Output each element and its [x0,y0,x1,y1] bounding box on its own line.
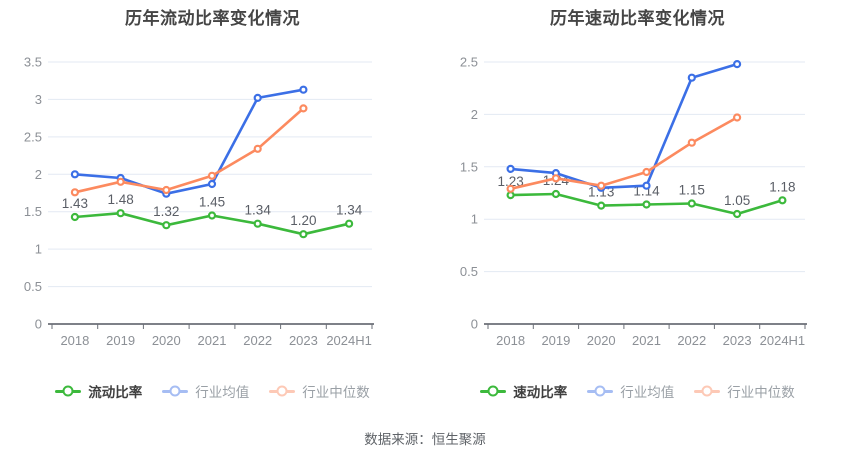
svg-text:1.23: 1.23 [497,174,523,189]
svg-text:1.05: 1.05 [724,193,750,208]
svg-text:2022: 2022 [243,333,272,348]
legend-label: 流动比率 [88,385,143,400]
line-circle-legend-icon [55,385,82,397]
svg-text:1.45: 1.45 [199,195,225,210]
svg-text:2023: 2023 [723,333,752,348]
legend-label: 行业中位数 [302,385,370,400]
svg-text:2019: 2019 [106,333,135,348]
svg-text:2018: 2018 [60,333,89,348]
svg-text:1.48: 1.48 [107,192,133,207]
svg-text:0.5: 0.5 [460,264,478,279]
svg-text:0: 0 [471,317,478,332]
svg-text:2: 2 [35,167,42,182]
svg-text:2: 2 [471,107,478,122]
svg-text:3.5: 3.5 [24,55,42,70]
line-circle-legend-icon [269,385,296,397]
svg-text:2024H1: 2024H1 [760,333,806,348]
svg-text:1.20: 1.20 [290,213,316,228]
legend-label: 行业均值 [195,385,250,400]
svg-text:2022: 2022 [677,333,706,348]
legend-item-current-ratio[interactable]: 流动比率 [55,381,142,401]
svg-text:0: 0 [35,317,42,332]
svg-text:0.5: 0.5 [24,279,42,294]
current-ratio-plot-area: 0 0.5 1 1.5 2 2.5 3 3.5 2018 2019 2020 2021 2022 2023… [24,55,374,348]
legend-label: 行业均值 [620,385,675,400]
line-circle-legend-icon [162,385,189,397]
legend-item-industry-mean[interactable]: 行业均值 [587,381,674,401]
legend: 速动比率 行业均值 行业中位数 [425,381,850,401]
svg-text:1: 1 [471,212,478,227]
legend-label: 行业中位数 [727,385,795,400]
current-ratio-chart: 历年流动比率变化情况 0 0.5 1 1.5 2 2.5 3 3.5 2018 2019 2020 2… [0,0,425,420]
svg-text:2019: 2019 [541,333,570,348]
svg-text:1.5: 1.5 [24,204,42,219]
svg-text:1.43: 1.43 [62,196,88,211]
chart-title: 历年速动比率变化情况 [550,9,725,28]
svg-text:2020: 2020 [152,333,181,348]
svg-text:2.5: 2.5 [460,55,478,70]
legend-label: 速动比率 [513,385,568,400]
chart-title: 历年流动比率变化情况 [125,9,300,28]
quick-ratio-plot-area: 0 0.5 1 1.5 2 2.5 2018 2019 2020 2021 2022 2023 2024… [460,55,807,348]
svg-text:1.34: 1.34 [336,203,363,218]
legend-item-industry-median[interactable]: 行业中位数 [269,381,370,401]
svg-text:3: 3 [35,92,42,107]
svg-text:2018: 2018 [496,333,525,348]
data-source-note: 数据来源：恒生聚源 [364,432,486,447]
svg-text:1.32: 1.32 [153,204,179,219]
line-circle-legend-icon [694,385,721,397]
legend: 流动比率 行业均值 行业中位数 [0,381,425,401]
quick-ratio-chart: 历年速动比率变化情况 0 0.5 1 1.5 2 2.5 2018 2019 2020 2021 2… [425,0,850,420]
line-circle-legend-icon [587,385,614,397]
svg-text:1.34: 1.34 [245,203,272,218]
svg-text:1: 1 [35,242,42,257]
legend-item-quick-ratio[interactable]: 速动比率 [480,381,567,401]
svg-text:1.5: 1.5 [460,159,478,174]
svg-text:1.15: 1.15 [679,183,705,198]
svg-text:2021: 2021 [198,333,227,348]
legend-item-industry-median[interactable]: 行业中位数 [694,381,795,401]
svg-text:2021: 2021 [632,333,661,348]
svg-text:2020: 2020 [587,333,616,348]
svg-text:2023: 2023 [289,333,318,348]
svg-text:2024H1: 2024H1 [326,333,372,348]
line-circle-legend-icon [480,385,507,397]
svg-text:1.18: 1.18 [769,179,795,194]
legend-item-industry-mean[interactable]: 行业均值 [162,381,249,401]
svg-text:2.5: 2.5 [24,129,42,144]
